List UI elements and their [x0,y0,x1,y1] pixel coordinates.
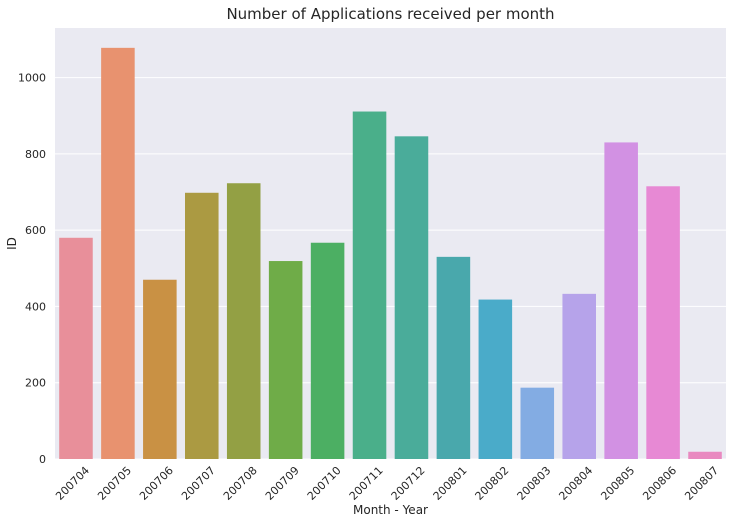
y-tick-label: 200 [25,377,46,390]
chart-title: Number of Applications received per mont… [226,5,554,23]
bar-200709 [268,261,303,459]
x-axis-label: Month - Year [353,503,428,517]
bar-200802 [478,299,513,459]
bar-200712 [394,136,429,459]
bar-200711 [352,111,387,459]
y-axis-ticks: 0 200 400 600 800 1000 [18,72,46,466]
y-axis-label: ID [5,237,19,250]
y-tick-label: 400 [25,300,46,313]
bar-200804 [562,293,596,459]
bar-200805 [604,142,638,459]
y-tick-label: 800 [25,148,46,161]
y-tick-label: 0 [39,453,46,466]
bar-200801 [436,256,471,459]
bar-200705 [101,47,135,460]
bar-200710 [310,242,345,459]
y-tick-label: 1000 [18,72,46,85]
bar-200708 [226,183,261,460]
bar-200806 [646,186,680,460]
bars [59,47,722,460]
y-tick-label: 600 [25,224,46,237]
bar-200706 [143,279,177,459]
bar-200803 [520,387,555,459]
bar-200704 [59,237,93,459]
bar-200807 [688,451,722,459]
bar-200707 [185,192,219,460]
